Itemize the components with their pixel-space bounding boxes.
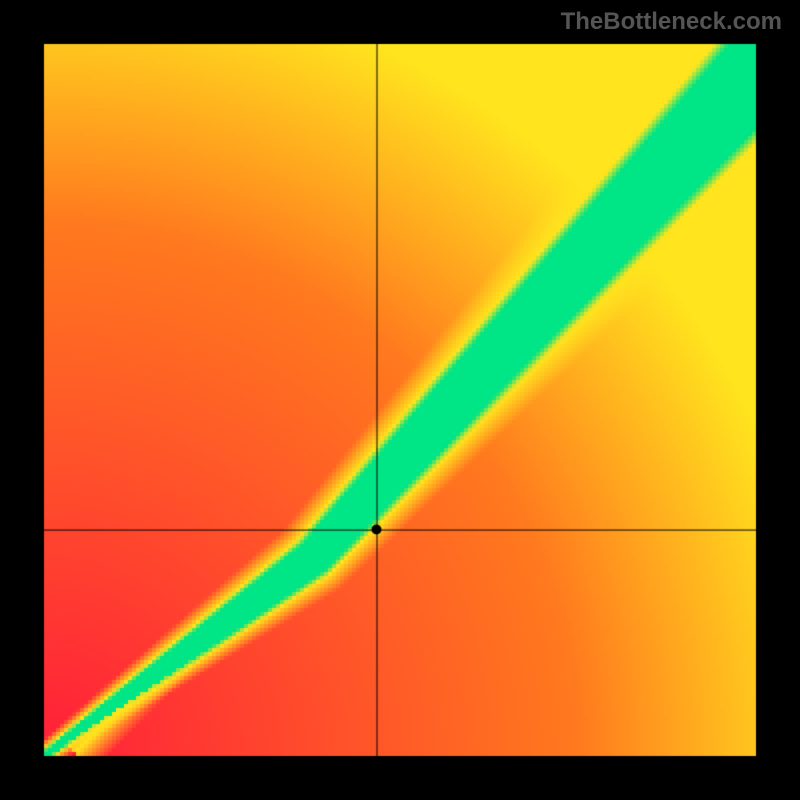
watermark-text: TheBottleneck.com bbox=[561, 8, 782, 36]
chart-container: TheBottleneck.com bbox=[0, 0, 800, 800]
bottleneck-heatmap bbox=[0, 0, 800, 800]
